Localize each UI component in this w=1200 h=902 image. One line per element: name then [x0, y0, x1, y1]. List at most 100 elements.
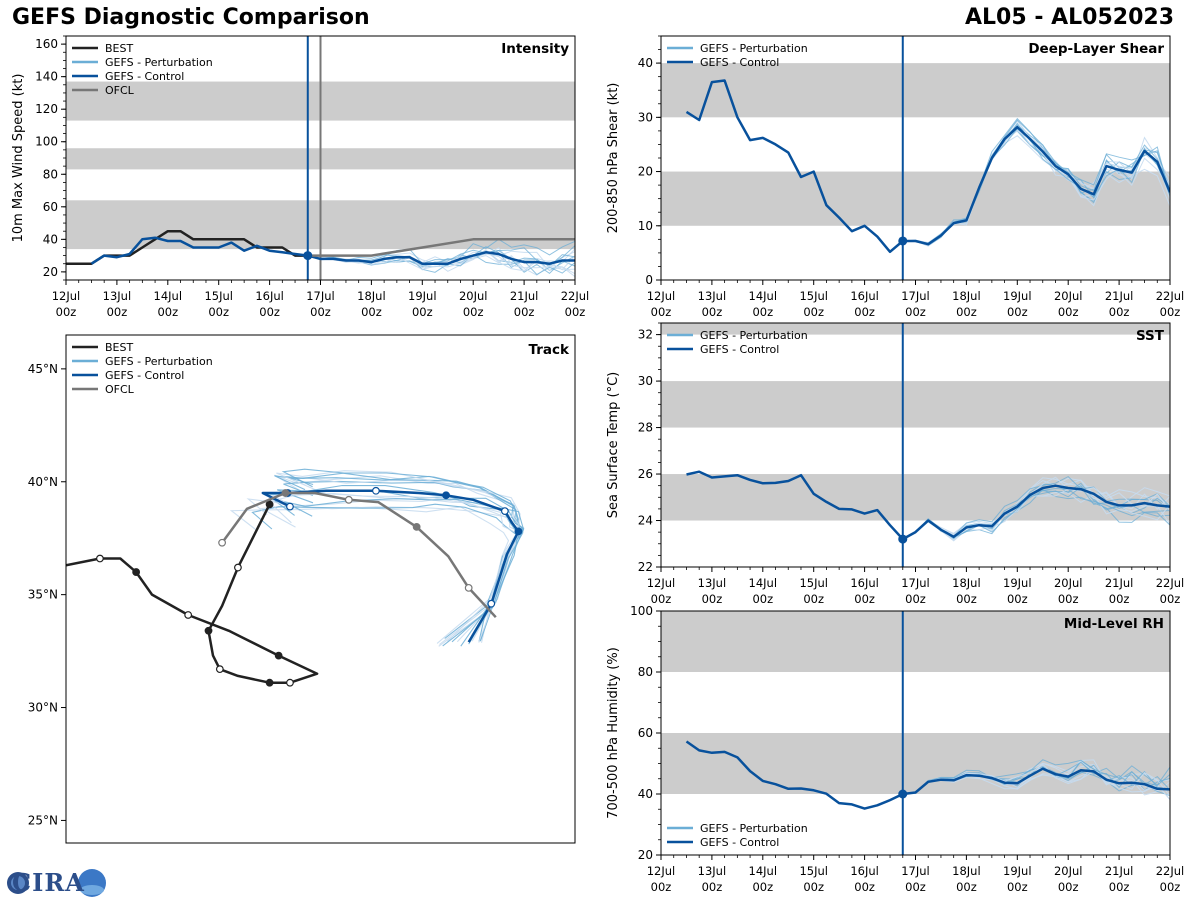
x-tick-label: 00z	[1007, 880, 1028, 894]
init-point	[898, 236, 908, 246]
x-tick-label: 20Jul	[459, 289, 488, 303]
panel-title: SST	[1136, 328, 1165, 344]
x-tick-label: 00z	[361, 305, 382, 319]
x-tick-label: 13Jul	[698, 576, 727, 590]
y-axis-label: 700-500 hPa Humidity (%)	[606, 647, 621, 819]
x-tick-label: 00z	[259, 305, 280, 319]
y-tick-label: 40	[43, 232, 58, 246]
threshold-band	[661, 733, 1170, 794]
track-ofcl	[221, 491, 497, 619]
x-tick-label: 00z	[752, 880, 773, 894]
x-tick-label: 22Jul	[1156, 864, 1185, 878]
perturbation-line	[902, 477, 1170, 540]
x-tick-label: 14Jul	[749, 576, 778, 590]
x-tick-label: 00z	[702, 305, 723, 319]
track-point	[274, 651, 283, 660]
perturbation-track	[271, 492, 520, 643]
panel-title: Mid-Level RH	[1064, 616, 1164, 632]
legend-label: GEFS - Control	[700, 836, 779, 849]
track-point	[265, 678, 274, 687]
x-tick-label: 19Jul	[1003, 864, 1032, 878]
x-tick-label: 00z	[107, 305, 128, 319]
perturbation-line	[902, 759, 1170, 795]
track-point	[234, 563, 242, 572]
y-tick-label: 120	[35, 102, 58, 116]
track-point	[286, 502, 294, 511]
x-tick-label: 00z	[1160, 880, 1181, 894]
x-tick-label: 16Jul	[255, 289, 284, 303]
y-tick-label: 80	[43, 167, 58, 181]
threshold-band	[661, 381, 1170, 428]
legend-label: GEFS - Perturbation	[700, 42, 808, 55]
y-tick-label: 60	[43, 200, 58, 214]
x-tick-label: 00z	[651, 880, 672, 894]
x-tick-label: 15Jul	[799, 864, 828, 878]
track-point	[442, 491, 450, 500]
y-tick-label: 30	[638, 374, 653, 388]
y-tick-label: 140	[35, 70, 58, 84]
x-tick-label: 14Jul	[154, 289, 183, 303]
legend-label: GEFS - Perturbation	[105, 355, 213, 368]
x-tick-label: 19Jul	[408, 289, 437, 303]
perturbation-tracks	[229, 468, 525, 647]
x-tick-label: 21Jul	[1105, 576, 1134, 590]
x-tick-label: 21Jul	[510, 289, 539, 303]
x-tick-label: 18Jul	[357, 289, 386, 303]
x-tick-label: 21Jul	[1105, 289, 1134, 303]
plot-frame	[65, 334, 576, 844]
lat-tick-label: 35°N	[28, 588, 58, 602]
x-tick-label: 00z	[905, 305, 926, 319]
y-tick-label: 100	[630, 604, 653, 618]
x-tick-label: 00z	[803, 592, 824, 606]
legend-label: OFCL	[105, 84, 135, 97]
y-tick-label: 24	[638, 514, 653, 528]
x-tick-label: 20Jul	[1054, 576, 1083, 590]
y-tick-label: 22	[638, 560, 653, 574]
track-lines	[66, 486, 523, 687]
lat-tick-label: 25°N	[28, 813, 58, 827]
x-tick-label: 00z	[1160, 592, 1181, 606]
series-lines	[685, 740, 1170, 810]
perturbation-line	[307, 245, 575, 266]
track-gefs-control	[261, 489, 520, 643]
intensity-chart: 20 40 60 80 100 120 140 160 12Jul 00z 13Jul 00z 14Ju…	[11, 35, 589, 319]
series-gefs-control	[685, 79, 1170, 254]
x-tick-label: 00z	[956, 880, 977, 894]
x-tick-label: 00z	[651, 305, 672, 319]
x-tick-label: 00z	[905, 880, 926, 894]
legend-label: GEFS - Perturbation	[105, 56, 213, 69]
track-point	[412, 523, 421, 531]
track-point	[204, 626, 213, 635]
panel-title: Intensity	[501, 41, 569, 57]
shear-chart: 0 10 20 30 40 12Jul 00z 13Jul 00z 14Jul 00z 15Jul 00…	[606, 35, 1184, 319]
x-tick-label: 00z	[702, 592, 723, 606]
x-tick-label: 00z	[1058, 305, 1079, 319]
x-tick-label: 00z	[702, 880, 723, 894]
x-tick-label: 00z	[1109, 592, 1130, 606]
x-tick-label: 00z	[1058, 880, 1079, 894]
x-tick-label: 20Jul	[1054, 289, 1083, 303]
x-tick-label: 00z	[651, 592, 672, 606]
track-point	[500, 507, 509, 516]
y-axis-label: Sea Surface Temp (°C)	[606, 372, 621, 519]
track-point	[464, 583, 473, 592]
perturbation-track	[284, 498, 524, 647]
y-tick-label: 40	[638, 787, 653, 801]
y-tick-label: 0	[645, 273, 653, 287]
legend-label: GEFS - Control	[105, 70, 184, 83]
y-axis-label: 200-850 hPa Shear (kt)	[606, 83, 621, 234]
perturbation-track	[265, 489, 518, 645]
legend-label: GEFS - Perturbation	[700, 329, 808, 342]
y-tick-label: 10	[638, 219, 653, 233]
panel-title: Deep-Layer Shear	[1028, 41, 1164, 57]
x-tick-label: 22Jul	[1156, 576, 1185, 590]
x-tick-label: 00z	[157, 305, 178, 319]
y-tick-label: 20	[638, 165, 653, 179]
track-point	[286, 678, 294, 687]
x-tick-label: 00z	[854, 880, 875, 894]
x-tick-label: 00z	[1160, 305, 1181, 319]
x-tick-label: 00z	[854, 305, 875, 319]
storm-id-title: AL05 - AL052023	[965, 5, 1174, 30]
y-tick-label: 20	[638, 848, 653, 862]
series-gefs-control	[686, 470, 1170, 541]
